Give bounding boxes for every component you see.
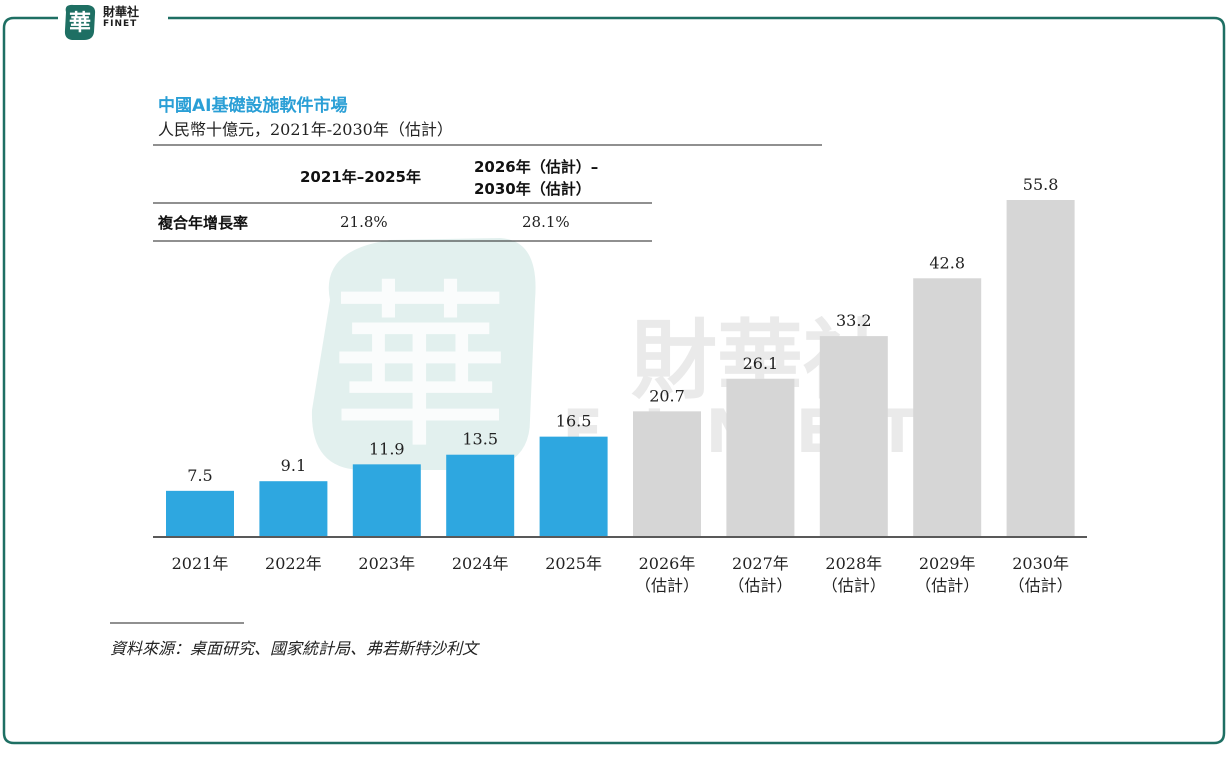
x-tick-sublabel: （估計） [915,576,979,595]
x-tick-sublabel: （估計） [1009,576,1073,595]
bar-2021年 [166,490,234,536]
cagr-col2-header-line1: 2026年（估計）– [474,158,599,176]
bar-2026年 [633,411,701,536]
logo-emblem-char: 華 [69,10,91,36]
x-tick-label: 2029年 [919,554,976,573]
finet-logo-icon: 華 [64,4,96,40]
bar-2023年 [352,464,421,536]
watermark-emblem [311,238,536,470]
value-label: 26.1 [743,354,779,373]
bar-2028年 [819,336,888,536]
value-label: 42.8 [929,253,965,272]
x-tick-sublabel: （估計） [635,576,699,595]
value-label: 33.2 [836,311,872,330]
bar-2029年 [913,278,982,536]
x-tick-label: 2022年 [265,554,322,573]
cagr-col2-header-line2: 2030年（估計） [474,180,591,198]
watermark-emblem-char: 華 [330,264,510,473]
x-tick-label: 2023年 [358,554,415,573]
cagr-row-label: 複合年增長率 [158,214,249,232]
x-tick-label: 2024年 [452,554,509,573]
bars-layer: 7.5 2021年 9.1 2022年 11.9 2023年 13.5 2024年 16.5 20… [166,175,1075,595]
bar-2030年 [1006,200,1075,536]
value-label: 11.9 [369,439,405,458]
value-label: 16.5 [556,412,592,431]
bar-2025年 [539,436,608,536]
cagr-col1-header: 2021年–2025年 [300,168,421,186]
x-tick-label: 2026年 [639,554,696,573]
cagr-col1-value: 21.8% [340,213,388,231]
bar-2027年 [726,378,795,536]
value-label: 20.7 [649,386,685,405]
source-note: 資料來源：桌面研究、國家統計局、弗若斯特沙利文 [110,639,479,658]
x-tick-label: 2028年 [825,554,882,573]
x-tick-label: 2025年 [545,554,602,573]
chart-title: 中國AI基礎設施軟件市場 [158,96,348,116]
x-tick-sublabel: （估計） [728,576,792,595]
x-tick-sublabel: （估計） [822,576,886,595]
logo-name-cn: 財華社 [103,5,140,19]
cagr-col2-value: 28.1% [522,213,570,231]
x-tick-label: 2027年 [732,554,789,573]
logo-name-en: FINET [103,19,138,29]
logo-wordmark: 財華社 FINET [103,5,140,30]
x-tick-label: 2030年 [1012,554,1069,573]
bar-2022年 [259,481,328,536]
chart-subtitle: 人民幣十億元，2021年-2030年（估計） [158,120,453,139]
value-label: 7.5 [187,466,212,485]
x-tick-label: 2021年 [172,554,229,573]
value-label: 9.1 [281,456,306,475]
bar-2024年 [446,454,515,536]
value-label: 55.8 [1023,175,1059,194]
value-label: 13.5 [462,430,498,449]
